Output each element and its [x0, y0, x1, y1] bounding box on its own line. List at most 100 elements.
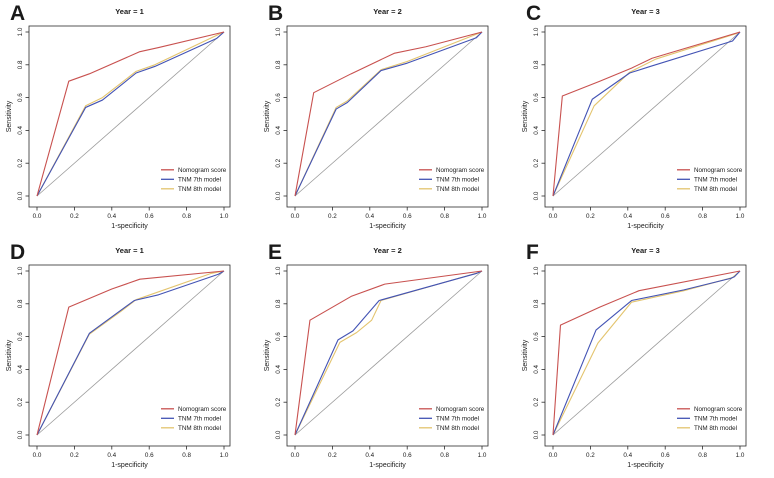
y-tick-label: 0.2 [275, 397, 282, 406]
x-tick-label: 0.0 [291, 213, 300, 220]
x-tick-label: 0.8 [440, 213, 449, 220]
y-tick-label: 1.0 [275, 27, 282, 36]
x-tick-label: 0.2 [586, 213, 595, 220]
y-tick-label: 0.0 [533, 430, 540, 439]
panel-letter: E [268, 241, 282, 264]
legend-entry-label: TNM 8th model [694, 425, 737, 432]
plot-title: Year = 1 [115, 246, 144, 255]
y-tick-label: 0.6 [275, 93, 282, 102]
y-axis-label: Sensitivity [6, 100, 13, 132]
plot-title: Year = 2 [373, 7, 402, 16]
legend-entry-label: TNM 7th model [436, 177, 479, 184]
x-tick-label: 0.0 [33, 213, 42, 220]
y-axis-label: Sensitivity [522, 100, 529, 132]
legend-entry-label: Nomogram score [178, 167, 227, 174]
legend-entry-label: TNM 7th model [178, 177, 221, 184]
roc-curve-tnm-7th-model [36, 270, 225, 436]
y-tick-label: 0.8 [533, 299, 540, 308]
roc-panel-C: C Year = 3 0.0 0.0 0.2 0.2 0.4 0.4 0.6 0.6 0.8 0.8 1… [516, 0, 774, 239]
y-tick-label: 0.0 [17, 191, 24, 200]
x-tick-label: 0.6 [403, 213, 412, 220]
plot-frame [28, 25, 231, 208]
x-tick-label: 0.0 [549, 213, 558, 220]
y-tick-label: 0.8 [275, 299, 282, 308]
x-axis-label: 1-specificity [369, 462, 406, 469]
legend-entry-label: TNM 7th model [694, 177, 737, 184]
legend-entry-label: Nomogram score [178, 406, 227, 413]
roc-curve-nomogram-score [294, 270, 483, 436]
roc-plot-C: C Year = 3 0.0 0.0 0.2 0.2 0.4 0.4 0.6 0.6 0.8 0.8 1… [522, 2, 747, 230]
y-tick-label: 0.6 [17, 93, 24, 102]
y-tick-label: 0.8 [275, 60, 282, 69]
plot-title: Year = 3 [631, 246, 660, 255]
legend-entry-label: Nomogram score [436, 406, 485, 413]
x-tick-label: 0.0 [291, 452, 300, 459]
x-axis-label: 1-specificity [111, 223, 148, 230]
y-tick-label: 0.0 [17, 430, 24, 439]
x-tick-label: 0.4 [365, 213, 374, 220]
y-tick-label: 0.8 [17, 299, 24, 308]
roc-curve-tnm-7th-model [294, 270, 483, 436]
x-tick-label: 1.0 [220, 213, 229, 220]
y-tick-label: 0.8 [17, 60, 24, 69]
y-tick-label: 0.6 [533, 93, 540, 102]
x-tick-label: 0.2 [70, 452, 79, 459]
roc-curve-nomogram-score [552, 31, 741, 197]
y-tick-label: 0.6 [533, 332, 540, 341]
legend-entry-label: Nomogram score [694, 406, 743, 413]
roc-panel-A: A Year = 1 0.0 0.0 0.2 0.2 0.4 0.4 0.6 0.6 0.8 0.8 1… [0, 0, 258, 239]
legend-entry-label: Nomogram score [436, 167, 485, 174]
roc-panel-E: E Year = 2 0.0 0.0 0.2 0.2 0.4 0.4 0.6 0.6 0.8 0.8 1… [258, 239, 516, 478]
reference-diagonal [552, 270, 741, 436]
y-tick-label: 0.2 [275, 158, 282, 167]
y-tick-label: 0.4 [17, 126, 24, 135]
roc-plot-D: D Year = 1 0.0 0.0 0.2 0.2 0.4 0.4 0.6 0.6 0.8 0.8 1… [6, 241, 231, 469]
y-tick-label: 0.4 [275, 365, 282, 374]
plot-frame [28, 264, 231, 447]
x-tick-label: 0.2 [586, 452, 595, 459]
legend-entry-label: TNM 7th model [694, 416, 737, 423]
roc-curve-nomogram-score [294, 31, 483, 197]
plot-frame [544, 25, 747, 208]
reference-diagonal [552, 31, 741, 197]
x-tick-label: 0.4 [623, 213, 632, 220]
x-tick-label: 0.0 [549, 452, 558, 459]
y-tick-label: 0.6 [17, 332, 24, 341]
x-tick-label: 0.8 [182, 452, 191, 459]
y-tick-label: 0.4 [533, 126, 540, 135]
x-tick-label: 1.0 [478, 452, 487, 459]
roc-curve-tnm-8th-model [36, 31, 225, 197]
y-tick-label: 0.0 [275, 430, 282, 439]
legend-entry-label: TNM 8th model [178, 425, 221, 432]
y-tick-label: 1.0 [275, 266, 282, 275]
y-tick-label: 0.2 [533, 397, 540, 406]
x-tick-label: 0.6 [403, 452, 412, 459]
roc-plot-F: F Year = 3 0.0 0.0 0.2 0.2 0.4 0.4 0.6 0.6 0.8 0.8 1… [522, 241, 747, 469]
reference-diagonal [294, 270, 483, 436]
panel-letter: B [268, 2, 283, 25]
x-tick-label: 1.0 [478, 213, 487, 220]
y-tick-label: 1.0 [533, 266, 540, 275]
roc-curve-nomogram-score [36, 31, 225, 197]
y-tick-label: 1.0 [17, 27, 24, 36]
legend-entry-label: TNM 8th model [436, 425, 479, 432]
roc-curve-nomogram-score [36, 270, 225, 436]
x-tick-label: 1.0 [736, 452, 745, 459]
roc-curve-tnm-7th-model [36, 31, 225, 197]
roc-plot-A: A Year = 1 0.0 0.0 0.2 0.2 0.4 0.4 0.6 0.6 0.8 0.8 1… [6, 2, 231, 230]
x-tick-label: 1.0 [220, 452, 229, 459]
y-tick-label: 0.6 [275, 332, 282, 341]
x-tick-label: 0.2 [328, 213, 337, 220]
roc-curve-nomogram-score [552, 270, 741, 436]
plot-title: Year = 2 [373, 246, 402, 255]
panel-letter: A [10, 2, 25, 25]
x-axis-label: 1-specificity [111, 462, 148, 469]
x-tick-label: 1.0 [736, 213, 745, 220]
x-tick-label: 0.4 [107, 452, 116, 459]
roc-curve-tnm-8th-model [294, 31, 483, 197]
legend-entry-label: TNM 8th model [178, 186, 221, 193]
legend-entry-label: TNM 7th model [436, 416, 479, 423]
x-tick-label: 0.6 [145, 213, 154, 220]
panel-letter: C [526, 2, 541, 25]
